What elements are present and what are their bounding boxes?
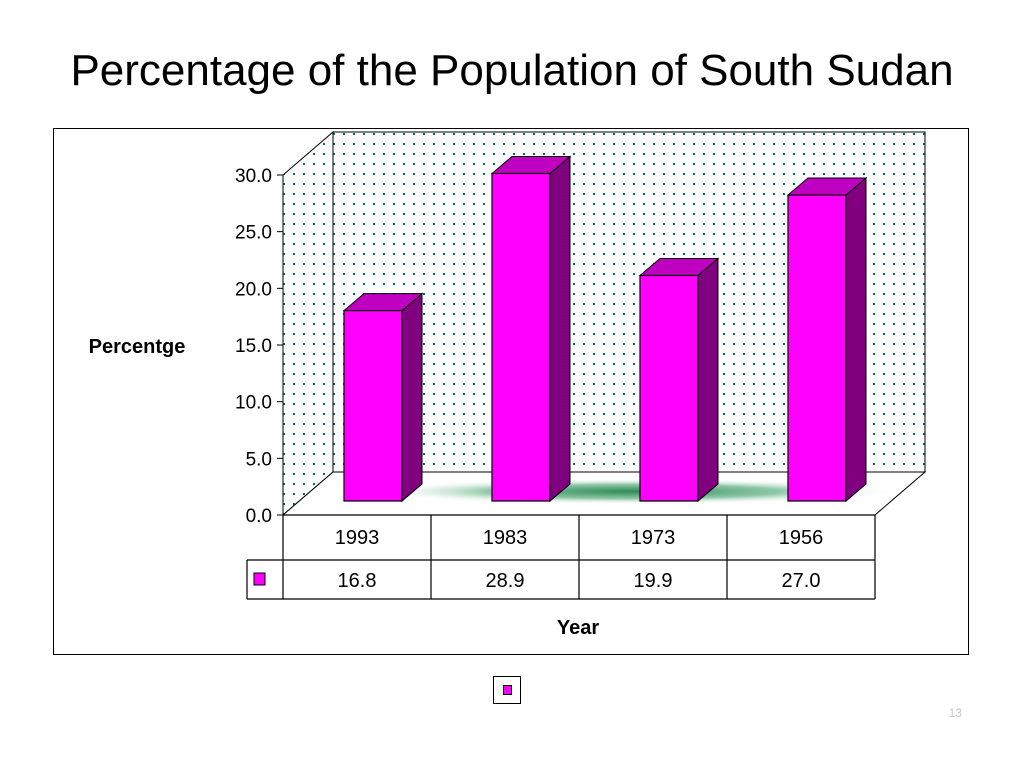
side-wall <box>282 130 334 517</box>
legend-box <box>493 676 521 704</box>
bar-1956 <box>786 176 868 503</box>
bar-front <box>639 274 699 502</box>
y-tick-label: 30.0 <box>235 166 272 187</box>
bar-1983 <box>490 155 572 503</box>
y-tick-label: 15.0 <box>235 336 272 357</box>
bar-front <box>343 310 403 502</box>
bar-side <box>549 155 571 503</box>
bar-side <box>401 292 423 503</box>
bar-side <box>845 176 867 503</box>
slide-title: Percentage of the Population of South Su… <box>70 46 954 95</box>
table-legend-swatch <box>253 572 266 586</box>
x-axis-title: Year <box>557 617 599 639</box>
y-tick-label: 5.0 <box>246 449 272 470</box>
bar-front <box>491 172 551 502</box>
y-axis: 30.0 25.0 20.0 15.0 10.0 5.0 0.0 <box>235 166 284 527</box>
y-tick-label: 0.0 <box>246 506 272 527</box>
legend-swatch <box>503 685 512 695</box>
data-label: 19.9 <box>634 570 673 592</box>
data-label: 16.8 <box>338 570 377 592</box>
x-category-label: 1993 <box>335 527 380 549</box>
data-table: 1993 1983 1973 1956 16.8 28.9 19.9 27.0 <box>246 514 876 600</box>
chart-frame <box>53 128 969 655</box>
page-number: 13 <box>948 706 962 720</box>
data-label: 27.0 <box>782 570 821 592</box>
x-category-label: 1956 <box>779 527 824 549</box>
x-category-label: 1983 <box>483 527 528 549</box>
bar-1993 <box>342 292 424 503</box>
bar-series <box>342 155 868 503</box>
y-axis-title: Percentge <box>89 336 186 358</box>
y-tick-label: 10.0 <box>235 393 272 414</box>
bar-1973 <box>638 257 720 503</box>
x-category-label: 1973 <box>631 527 676 549</box>
bar-side <box>697 257 719 503</box>
y-tick-label: 25.0 <box>235 223 272 244</box>
y-tick-label: 20.0 <box>235 279 272 300</box>
data-label: 28.9 <box>486 570 525 592</box>
bar-front <box>787 194 847 502</box>
axis-titles: Percentge Year <box>89 336 600 639</box>
